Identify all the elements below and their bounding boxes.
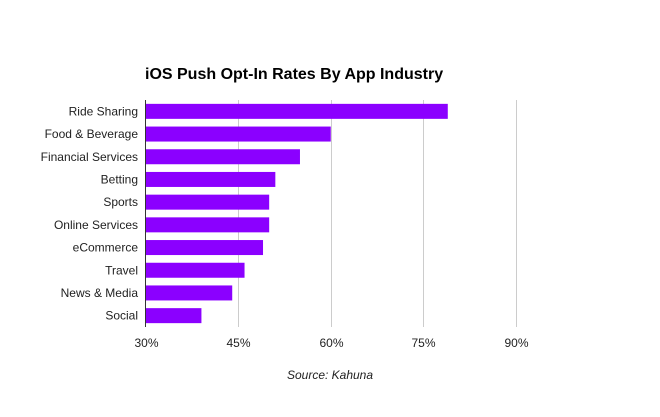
category-label: eCommerce xyxy=(73,241,139,255)
tick-labels: 30% 45% 60% 75% 90% xyxy=(134,336,528,350)
bar xyxy=(146,240,264,256)
bar xyxy=(146,149,300,165)
x-tick-label: 45% xyxy=(226,336,250,350)
category-label: Social xyxy=(105,309,138,323)
category-labels: Ride Sharing Food & Beverage Financial Ser… xyxy=(41,104,139,322)
bars xyxy=(146,103,448,324)
bar xyxy=(146,194,270,210)
bar xyxy=(146,217,270,233)
x-tick-label: 60% xyxy=(319,336,343,350)
x-tick-label: 75% xyxy=(411,336,435,350)
category-label: Sports xyxy=(103,195,138,209)
category-label: Betting xyxy=(101,172,138,186)
category-label: Online Services xyxy=(54,218,138,232)
category-label: Food & Beverage xyxy=(45,127,139,141)
bar xyxy=(146,126,331,142)
source-note: Source: Kahuna xyxy=(287,368,373,382)
bar xyxy=(146,308,202,324)
category-label: News & Media xyxy=(61,286,139,300)
bar xyxy=(146,171,276,187)
category-label: Ride Sharing xyxy=(69,104,138,118)
bar xyxy=(146,103,448,119)
x-tick-label: 90% xyxy=(504,336,528,350)
chart-title: iOS Push Opt-In Rates By App Industry xyxy=(145,66,443,83)
gridlines xyxy=(238,100,517,327)
bar xyxy=(146,262,245,278)
category-label: Travel xyxy=(105,263,138,277)
x-tick-label: 30% xyxy=(134,336,158,350)
category-label: Financial Services xyxy=(41,150,138,164)
bar xyxy=(146,285,233,301)
